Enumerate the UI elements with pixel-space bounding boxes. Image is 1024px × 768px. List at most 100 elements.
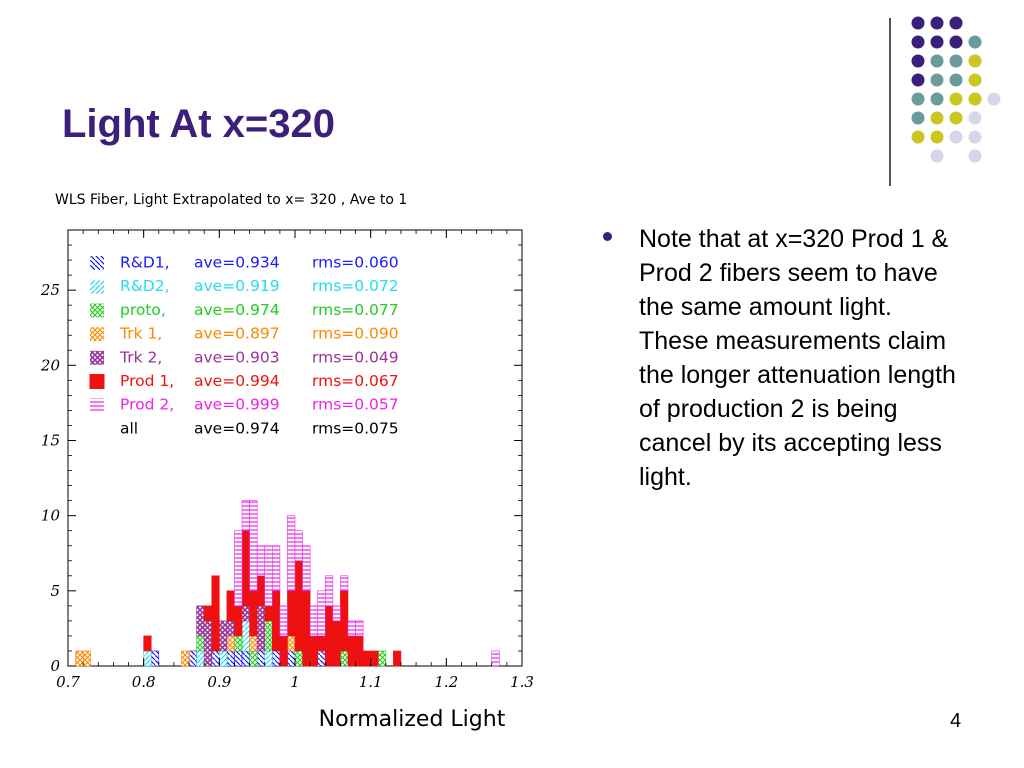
histogram-bar bbox=[82, 650, 91, 667]
histogram-bar bbox=[271, 650, 281, 667]
histogram-bar bbox=[264, 545, 273, 607]
decor-dot bbox=[930, 73, 944, 87]
y-tick-label: 5 bbox=[50, 582, 60, 600]
histogram-bar bbox=[219, 650, 228, 667]
histogram-bar bbox=[271, 590, 281, 652]
histogram-bar bbox=[234, 530, 243, 607]
decor-dot bbox=[949, 111, 963, 125]
histogram-bar bbox=[294, 530, 303, 562]
decor-dot bbox=[949, 73, 963, 87]
legend-rms: rms=0.049 bbox=[312, 348, 399, 366]
decor-dot bbox=[930, 111, 944, 125]
legend-ave: ave=0.999 bbox=[194, 396, 280, 414]
histogram-bar bbox=[340, 575, 349, 592]
histogram-bar bbox=[370, 650, 379, 667]
legend-ave: ave=0.934 bbox=[194, 254, 280, 272]
histogram-bar bbox=[362, 650, 371, 667]
x-tick-label: 1 bbox=[290, 673, 300, 691]
legend-name: Prod 2, bbox=[120, 396, 174, 414]
histogram-bar bbox=[241, 650, 250, 667]
histogram-bar bbox=[294, 560, 303, 652]
histogram-bar bbox=[340, 650, 349, 667]
histogram-bar bbox=[340, 590, 349, 652]
histogram-bar bbox=[249, 590, 258, 637]
decor-dot bbox=[930, 35, 944, 49]
histogram-bar bbox=[211, 650, 220, 667]
x-tick-label: 0.9 bbox=[207, 673, 231, 691]
histogram-bar bbox=[332, 605, 341, 622]
axis-ticks: 0.7 0.8 0.9 1 1.1 1.2 1.3 0 5 10 15 20 25 bbox=[40, 230, 534, 691]
page-number: 4 bbox=[950, 710, 962, 732]
x-tick-label: 1.2 bbox=[434, 673, 458, 691]
legend-rms: rms=0.072 bbox=[312, 277, 399, 295]
decor-dot bbox=[949, 130, 963, 144]
legend-swatch bbox=[89, 374, 105, 389]
histogram-bar bbox=[264, 620, 273, 652]
legend-rms: rms=0.057 bbox=[312, 396, 399, 414]
legend-name: Prod 1, bbox=[120, 372, 174, 390]
y-tick-label: 10 bbox=[41, 507, 61, 525]
histogram-bar bbox=[279, 635, 288, 667]
legend-rms: rms=0.090 bbox=[312, 325, 399, 343]
decor-dot bbox=[911, 73, 925, 87]
decor-dot bbox=[968, 35, 982, 49]
histogram-bar bbox=[226, 650, 235, 667]
histogram-bar bbox=[317, 650, 326, 667]
decor-dot bbox=[930, 16, 944, 30]
histogram-bar bbox=[324, 605, 334, 667]
histogram-bar bbox=[309, 605, 318, 637]
legend-swatch bbox=[90, 279, 104, 294]
histogram-bar bbox=[188, 650, 197, 667]
bullet-marker bbox=[603, 232, 612, 241]
slide-title: Light At x=320 bbox=[62, 102, 336, 146]
legend-swatch bbox=[90, 303, 104, 318]
histogram-bars bbox=[75, 500, 500, 667]
histogram-bar bbox=[491, 650, 500, 667]
decor-dot bbox=[949, 54, 963, 68]
legend-swatch bbox=[90, 327, 104, 342]
histogram-bar bbox=[241, 530, 250, 607]
legend-ave: ave=0.919 bbox=[194, 277, 280, 295]
histogram-bar bbox=[264, 605, 273, 622]
histogram-bar bbox=[393, 650, 402, 667]
x-tick-label: 0.7 bbox=[56, 673, 80, 691]
x-tick-label: 0.8 bbox=[132, 673, 156, 691]
decor-dot bbox=[968, 54, 982, 68]
decor-dot bbox=[911, 16, 925, 30]
decor-dot bbox=[968, 92, 982, 106]
legend-name: R&D1, bbox=[120, 254, 170, 272]
legend-name: proto, bbox=[120, 301, 166, 319]
decor-dot bbox=[911, 111, 925, 125]
decor-dot bbox=[930, 149, 944, 163]
histogram-bar bbox=[241, 500, 250, 531]
histogram-bar bbox=[234, 650, 243, 667]
histogram-bar bbox=[234, 635, 243, 652]
y-tick-label: 15 bbox=[41, 431, 60, 449]
y-tick-label: 0 bbox=[50, 657, 60, 675]
legend-name: R&D2, bbox=[120, 277, 170, 295]
histogram-bar bbox=[302, 545, 311, 592]
y-tick-label: 25 bbox=[40, 281, 60, 299]
legend-name: all bbox=[120, 419, 138, 437]
x-axis-label: Normalized Light bbox=[319, 707, 506, 732]
legend-swatch bbox=[90, 350, 104, 365]
histogram-bar bbox=[211, 575, 220, 652]
histogram-bar bbox=[203, 620, 213, 667]
histogram-bar bbox=[355, 620, 364, 637]
y-tick-label: 20 bbox=[40, 356, 61, 374]
histogram-bar bbox=[264, 650, 273, 667]
histogram-bar bbox=[196, 635, 205, 652]
histogram-bar bbox=[355, 635, 364, 667]
decor-dot bbox=[930, 92, 944, 106]
histogram-bar bbox=[219, 620, 228, 652]
histogram-bar bbox=[241, 605, 250, 622]
decor-dot bbox=[930, 54, 944, 68]
histogram-bar bbox=[309, 635, 318, 667]
histogram-bar bbox=[279, 605, 288, 637]
histogram-bar bbox=[317, 590, 326, 637]
histogram-bar bbox=[377, 650, 387, 667]
legend-ave: ave=0.974 bbox=[194, 419, 280, 437]
histogram-bar bbox=[347, 635, 356, 667]
bullet-text: Note that at x=320 Prod 1 & Prod 2 fiber… bbox=[639, 225, 956, 491]
histogram-bar bbox=[256, 650, 266, 667]
